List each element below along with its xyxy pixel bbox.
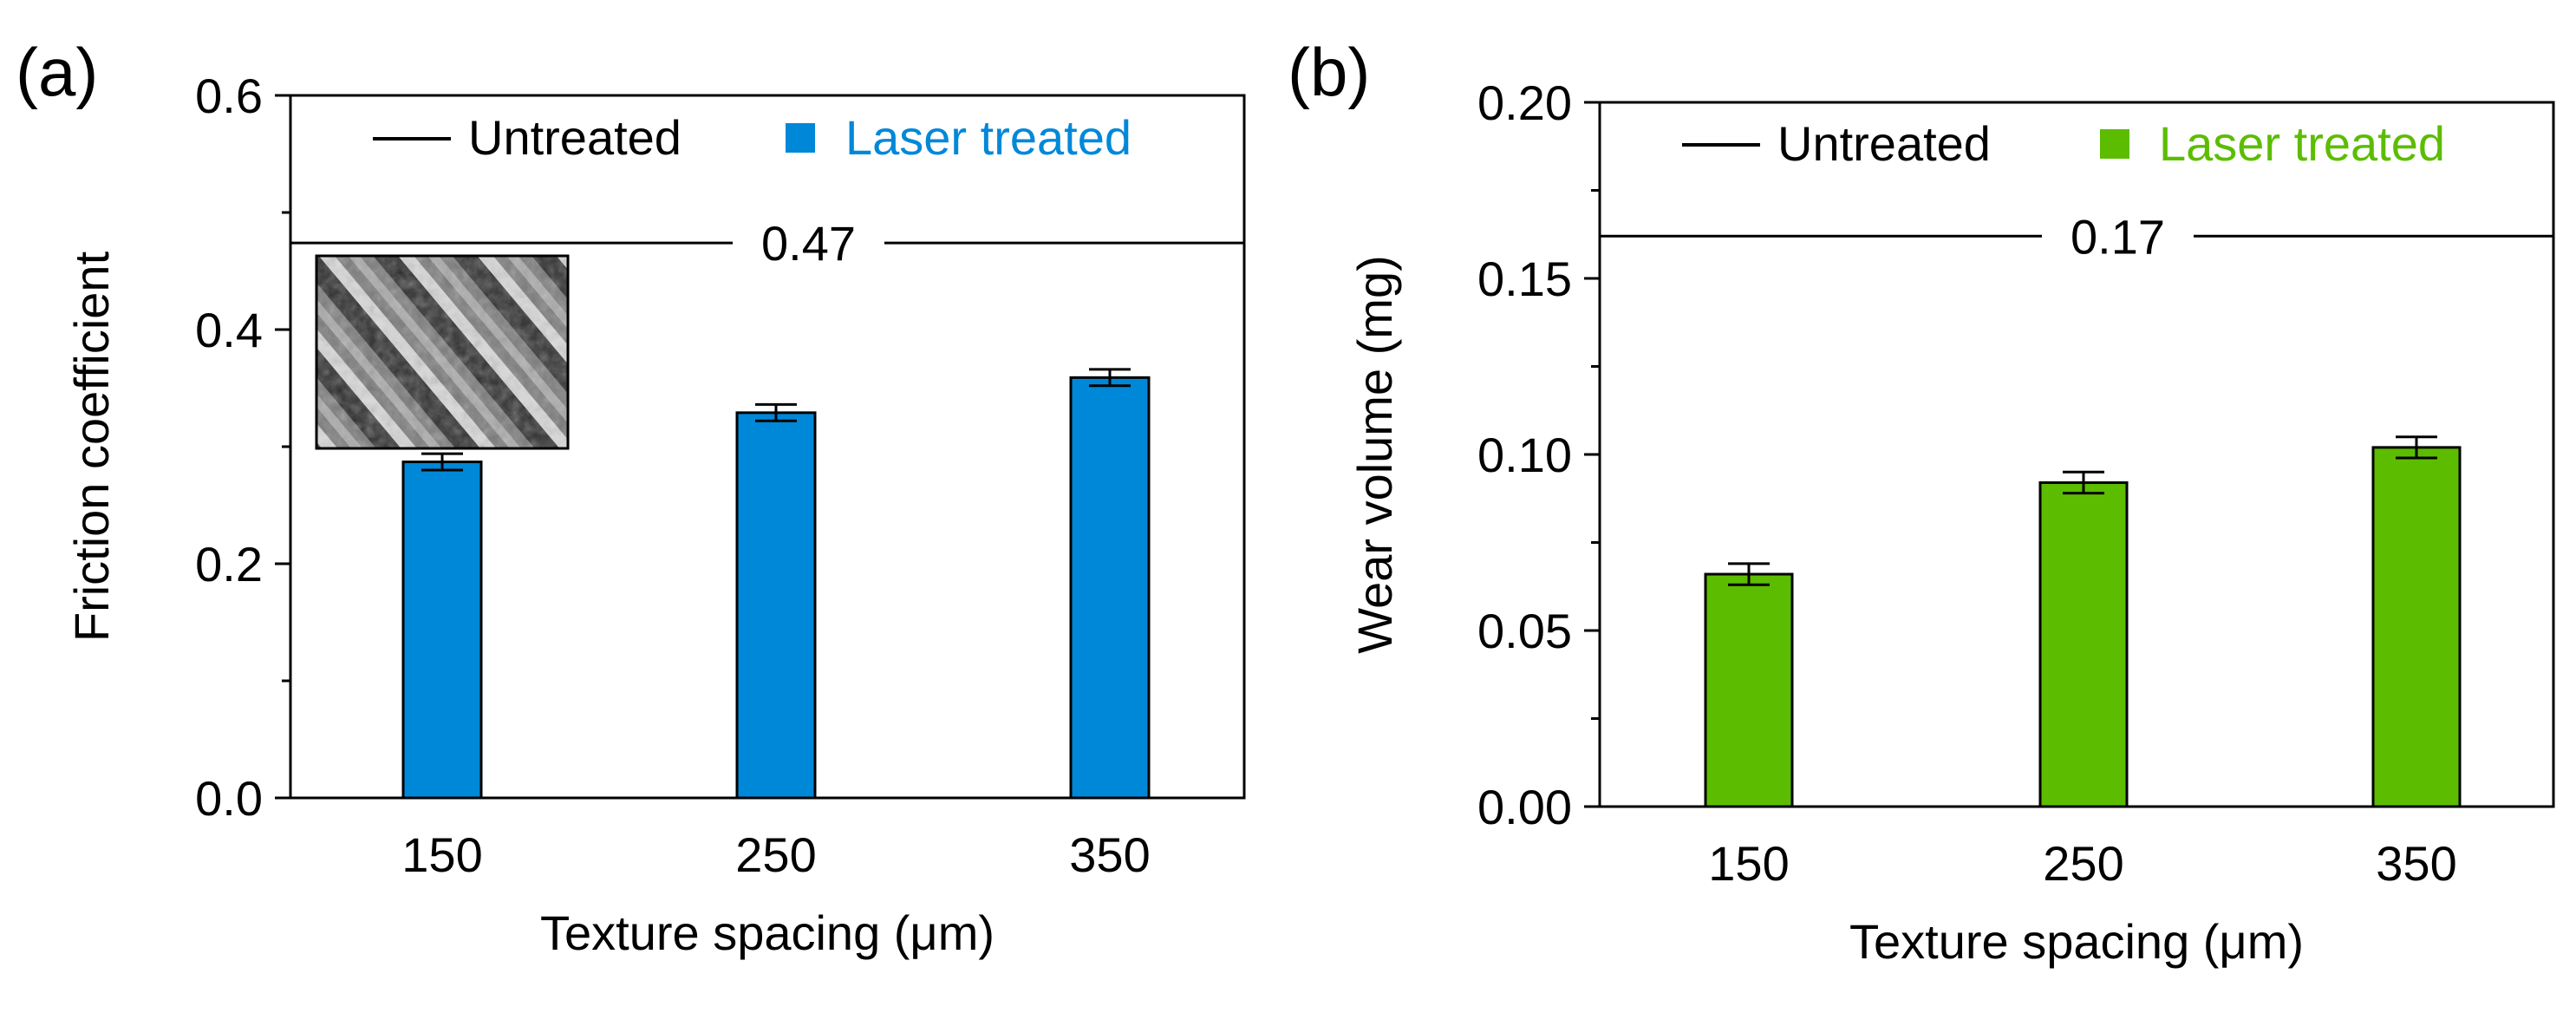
- micrograph-noise: [316, 256, 568, 448]
- legend-bar-swatch: [786, 123, 815, 153]
- y-tick-label: 0.0: [195, 771, 263, 826]
- legend-bar-swatch: [2100, 129, 2129, 159]
- legend-label-untreated: Untreated: [468, 110, 681, 165]
- inset-micrograph: [315, 254, 570, 450]
- bar: [2038, 480, 2129, 808]
- legend-label-untreated: Untreated: [1777, 116, 1991, 171]
- reference-value-label: 0.47: [761, 216, 856, 271]
- legend-label-laser-treated: Laser treated: [2159, 116, 2445, 171]
- y-tick-label: 0.15: [1477, 252, 1572, 306]
- y-tick-label: 0.10: [1477, 428, 1572, 482]
- y-tick-label: 0.2: [195, 537, 263, 591]
- y-tick-label: 0.20: [1477, 75, 1572, 130]
- x-tick-label: 350: [1069, 827, 1150, 882]
- x-tick-label: 150: [1708, 836, 1789, 891]
- bar: [2371, 446, 2462, 808]
- panel-label: (a): [16, 34, 98, 110]
- panel-a: (a) 0.0 0.2 0.4 0.6 Friction coefficient 150 25…: [16, 34, 1246, 960]
- panel-label: (b): [1288, 34, 1370, 110]
- y-axis-label: Wear volume (mg): [1347, 255, 1402, 654]
- x-tick-label: 250: [2043, 836, 2123, 891]
- y-tick-label: 0.05: [1477, 604, 1572, 658]
- bar: [401, 461, 483, 800]
- micrograph-border: [315, 254, 570, 450]
- x-tick-label: 150: [401, 827, 482, 882]
- x-axis-label: Texture spacing (μm): [540, 905, 995, 960]
- reference-value-label: 0.17: [2071, 209, 2165, 264]
- x-axis-label: Texture spacing (μm): [1849, 914, 2304, 969]
- x-tick-label: 250: [735, 827, 816, 882]
- y-tick-label: 0.6: [195, 69, 263, 123]
- y-axis-label: Friction coefficient: [64, 251, 119, 642]
- bar: [1069, 376, 1151, 800]
- y-tick-label: 0.00: [1477, 780, 1572, 834]
- panel-b: (b) 0.00 0.05 0.10 0.15 0.20 Wear volume (mg) 1…: [1288, 34, 2555, 969]
- legend-label-laser-treated: Laser treated: [845, 110, 1131, 165]
- bar: [1704, 572, 1794, 808]
- y-tick-label: 0.4: [195, 303, 263, 357]
- bar: [735, 411, 817, 800]
- x-tick-label: 350: [2376, 836, 2456, 891]
